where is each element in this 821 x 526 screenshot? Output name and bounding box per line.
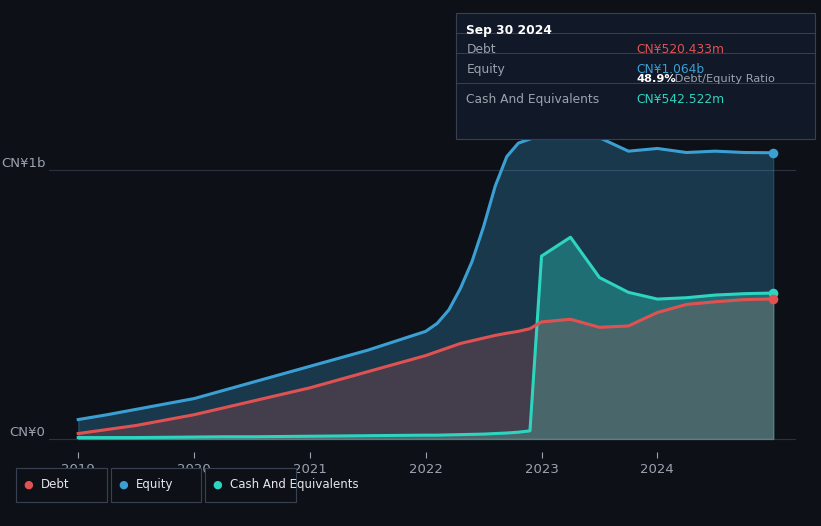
Text: 48.9%: 48.9% xyxy=(636,74,676,84)
Text: ●: ● xyxy=(118,479,128,489)
Point xyxy=(767,148,780,157)
Text: Equity: Equity xyxy=(466,63,505,76)
Text: CN¥520.433m: CN¥520.433m xyxy=(636,43,724,56)
Text: ●: ● xyxy=(213,479,222,489)
Text: CN¥542.522m: CN¥542.522m xyxy=(636,93,724,106)
Point xyxy=(767,295,780,303)
Text: CN¥1.064b: CN¥1.064b xyxy=(636,63,704,76)
Text: ●: ● xyxy=(24,479,34,489)
Text: Cash And Equivalents: Cash And Equivalents xyxy=(230,478,359,491)
Text: CN¥1b: CN¥1b xyxy=(1,157,45,170)
Text: Sep 30 2024: Sep 30 2024 xyxy=(466,24,553,37)
Legend: Debt, Equity, Cash And Equivalents: Debt, Equity, Cash And Equivalents xyxy=(25,513,313,526)
Text: CN¥0: CN¥0 xyxy=(10,426,45,439)
Text: Debt/Equity Ratio: Debt/Equity Ratio xyxy=(671,74,775,84)
Text: Debt: Debt xyxy=(41,478,70,491)
Text: Cash And Equivalents: Cash And Equivalents xyxy=(466,93,599,106)
Point xyxy=(767,289,780,297)
Text: Debt: Debt xyxy=(466,43,496,56)
Text: Equity: Equity xyxy=(135,478,173,491)
